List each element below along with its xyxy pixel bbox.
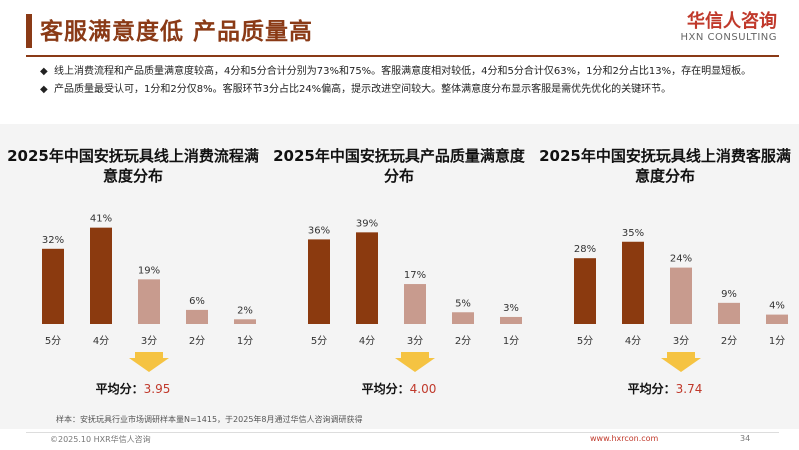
average-label: 平均分： xyxy=(627,382,676,396)
bar-4分 xyxy=(356,232,378,324)
category-label: 2分 xyxy=(721,335,737,347)
category-label: 4分 xyxy=(359,335,375,347)
footer-divider xyxy=(26,432,779,433)
diamond-bullet-icon: ◆ xyxy=(40,66,48,77)
value-label: 2% xyxy=(237,305,253,316)
value-label: 9% xyxy=(721,289,737,300)
bullet-item: ◆ 产品质量最受认可，1分和2分仅8%。客服环节3分占比24%偏高，提示改进空间… xyxy=(40,81,760,99)
charts-panel xyxy=(0,124,799,429)
average-value: 3.74 xyxy=(675,382,703,396)
page-title: 客服满意度低 产品质量高 xyxy=(40,19,314,45)
category-label: 2分 xyxy=(189,335,205,347)
chart-svg: 36% 5分 39% 4分 17% 3分 5% 2分 3% 1分 xyxy=(308,218,522,372)
diamond-bullet-icon: ◆ xyxy=(40,84,48,95)
bar-2分 xyxy=(452,312,474,324)
chart-customer-service: 28% 5分 35% 4分 24% 3分 9% 2分 4% 1分 2025年中国安抚玩具线上消费客… xyxy=(532,124,798,424)
header-divider xyxy=(26,55,779,57)
category-label: 3分 xyxy=(673,335,689,347)
bar-3分 xyxy=(138,279,160,324)
bar-1分 xyxy=(234,319,256,324)
chart-svg: 28% 5分 35% 4分 24% 3分 9% 2分 4% 1分 xyxy=(574,228,788,372)
logo-en-text: HXN CONSULTING xyxy=(680,32,777,43)
summary-bullets: ◆ 线上消费流程和产品质量满意度较高，4分和5分合计分别为73%和75%。客服满… xyxy=(40,63,760,99)
bar-2分 xyxy=(186,309,208,324)
chart-title: 2025年中国安抚玩具线上消费流程满意度分布 xyxy=(7,147,259,185)
category-label: 4分 xyxy=(93,335,109,347)
bar-5分 xyxy=(42,248,64,324)
average-value: 3.95 xyxy=(143,382,171,396)
average-score: 平均分：4.00 xyxy=(266,380,532,397)
average-label: 平均分： xyxy=(95,382,144,396)
value-label: 32% xyxy=(42,235,64,246)
bar-5分 xyxy=(574,258,596,324)
value-label: 6% xyxy=(189,296,205,307)
value-label: 24% xyxy=(670,254,692,265)
category-label: 1分 xyxy=(237,335,253,347)
value-label: 28% xyxy=(574,244,596,255)
average-score: 平均分：3.95 xyxy=(0,380,266,397)
down-arrow-icon xyxy=(395,352,435,372)
bullet-item: ◆ 线上消费流程和产品质量满意度较高，4分和5分合计分别为73%和75%。客服满… xyxy=(40,63,760,81)
down-arrow-icon xyxy=(661,352,701,372)
bar-4分 xyxy=(622,241,644,324)
chart-process-satisfaction: 32% 5分 41% 4分 19% 3分 6% 2分 2% 1分 2025年中国安抚玩具线上消费流… xyxy=(0,124,266,424)
bar-3分 xyxy=(670,267,692,324)
company-logo: 华信人咨询 HXN CONSULTING xyxy=(680,11,777,44)
category-label: 1分 xyxy=(769,335,785,347)
chart-title: 2025年中国安抚玩具产品质量满意度分布 xyxy=(273,147,525,185)
source-note: 样本：安抚玩具行业市场调研样本量N=1415，于2025年8月通过华信人咨询调研… xyxy=(56,415,363,424)
value-label: 36% xyxy=(308,225,330,236)
bullet-text: 产品质量最受认可，1分和2分仅8%。客服环节3分占比24%偏高，提示改进空间较大… xyxy=(54,84,672,95)
category-label: 4分 xyxy=(625,335,641,347)
bar-4分 xyxy=(90,227,112,324)
category-label: 5分 xyxy=(311,335,327,347)
category-label: 5分 xyxy=(577,335,593,347)
average-score: 平均分：3.74 xyxy=(532,380,798,397)
average-value: 4.00 xyxy=(409,382,437,396)
footer-url-link[interactable]: www.hxrcon.com xyxy=(590,434,659,443)
value-label: 4% xyxy=(769,301,785,312)
value-label: 5% xyxy=(455,298,471,309)
category-label: 2分 xyxy=(455,335,471,347)
down-arrow-icon xyxy=(129,352,169,372)
category-label: 3分 xyxy=(141,335,157,347)
title-accent-bar xyxy=(26,14,32,48)
category-label: 1分 xyxy=(503,335,519,347)
value-label: 3% xyxy=(503,303,519,314)
value-label: 35% xyxy=(622,228,644,239)
chart-product-quality: 36% 5分 39% 4分 17% 3分 5% 2分 3% 1分 2025年中国安抚玩具产品质量满… xyxy=(266,124,532,424)
chart-title: 2025年中国安抚玩具线上消费客服满意度分布 xyxy=(539,147,791,185)
category-label: 3分 xyxy=(407,335,423,347)
average-label: 平均分： xyxy=(361,382,410,396)
page-number: 34 xyxy=(740,434,751,443)
bar-1分 xyxy=(766,314,788,324)
bar-1分 xyxy=(500,316,522,324)
bullet-text: 线上消费流程和产品质量满意度较高，4分和5分合计分别为73%和75%。客服满意度… xyxy=(54,66,752,77)
value-label: 19% xyxy=(138,265,160,276)
logo-cn-text: 华信人咨询 xyxy=(687,11,777,32)
category-label: 5分 xyxy=(45,335,61,347)
bar-5分 xyxy=(308,239,330,324)
chart-svg: 32% 5分 41% 4分 19% 3分 6% 2分 2% 1分 xyxy=(42,214,256,372)
footer-copyright: ©2025.10 HXR华信人咨询 xyxy=(50,435,151,444)
value-label: 41% xyxy=(90,214,112,225)
value-label: 39% xyxy=(356,218,378,229)
value-label: 17% xyxy=(404,270,426,281)
bar-2分 xyxy=(718,302,740,324)
bar-3分 xyxy=(404,284,426,324)
